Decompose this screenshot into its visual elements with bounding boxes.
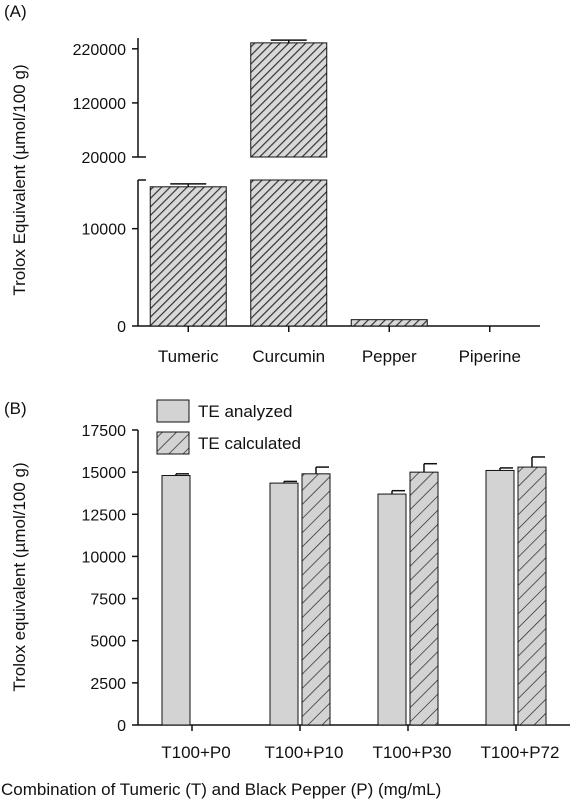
- panel-b-y-tick-label: 5000: [90, 634, 126, 651]
- bar-curcumin-lower-part: [250, 179, 328, 327]
- panel-b-chart: (B) Trolox equivalent (µmol/100 g) 0 2500…: [1, 399, 570, 799]
- panel-b-y-tick-label: 2500: [90, 676, 126, 693]
- bar-te-analyzed-t100-p0: [161, 475, 191, 726]
- panel-b-y-tick-label: 15000: [82, 465, 127, 482]
- bar-pepper: [350, 319, 428, 327]
- bar-te-calculated-t100-p10: [301, 473, 331, 726]
- panel-a-y-tick-label: 220000: [73, 42, 126, 59]
- panel-a-lower-segment: 0 10000: [82, 179, 540, 336]
- panel-a-x-tick-label-curcumin: Curcumin: [252, 347, 325, 366]
- panel-a-label: (A): [4, 2, 27, 21]
- bar-te-analyzed-t100-p30: [377, 493, 407, 726]
- panel-a-y-tick-label: 10000: [82, 222, 127, 239]
- panel-a-y-tick-label: 20000: [82, 150, 127, 167]
- bar-te-calculated-t100-p72: [517, 466, 547, 726]
- panel-b-x-tick-label-t100-p72: T100+P72: [481, 743, 560, 762]
- panel-b-y-tick-label: 17500: [82, 423, 127, 440]
- panel-a-chart: (A) Trolox Equivalent (µmol/100 g) 20000…: [4, 2, 540, 366]
- panel-a-x-tick-labels: Tumeric Curcumin Pepper Piperine: [158, 326, 521, 366]
- bar-te-calculated-t100-p30: [409, 471, 439, 726]
- panel-a-x-tick-label-tumeric: Tumeric: [158, 347, 219, 366]
- panel-b-x-tick-label-t100-p0: T100+P0: [161, 743, 230, 762]
- panel-b-x-tick-label-t100-p10: T100+P10: [265, 743, 344, 762]
- bar-curcumin-upper-part: [250, 42, 328, 158]
- panel-a-x-tick-label-piperine: Piperine: [459, 347, 521, 366]
- legend-label-te-calculated: TE calculated: [198, 434, 301, 453]
- bar-te-analyzed-t100-p10: [269, 482, 299, 726]
- panel-b-y-tick-label: 0: [117, 718, 126, 735]
- panel-b-x-axis-title: Combination of Tumeric (T) and Black Pep…: [1, 780, 441, 799]
- legend-swatch-te-analyzed: [156, 399, 190, 423]
- panel-b-y-tick-label: 10000: [82, 549, 127, 566]
- panel-b-y-tick-label: 12500: [82, 507, 127, 524]
- panel-b-y-tick-label: 7500: [90, 592, 126, 609]
- legend-swatch-te-calculated: [156, 431, 190, 455]
- panel-a-upper-segment: 20000 120000 220000: [73, 38, 328, 167]
- panel-a-x-tick-label-pepper: Pepper: [362, 347, 417, 366]
- panel-b-legend: TE analyzed TE calculated: [156, 399, 301, 455]
- bar-te-analyzed-t100-p72: [485, 469, 515, 726]
- panel-b-label: (B): [4, 399, 27, 418]
- panel-b-x-tick-label-t100-p30: T100+P30: [373, 743, 452, 762]
- panel-a-y-tick-label: 120000: [73, 96, 126, 113]
- panel-a-y-axis-title: Trolox Equivalent (µmol/100 g): [10, 64, 29, 295]
- panel-a-y-tick-label: 0: [117, 319, 126, 336]
- legend-label-te-analyzed: TE analyzed: [198, 402, 293, 421]
- bar-tumeric: [149, 186, 227, 327]
- panel-b-y-axis-title: Trolox equivalent (µmol/100 g): [10, 462, 29, 691]
- panel-b-plot-area: 0 2500 5000 7500 10000 12500 15000 17500 T100+P0…: [82, 423, 570, 762]
